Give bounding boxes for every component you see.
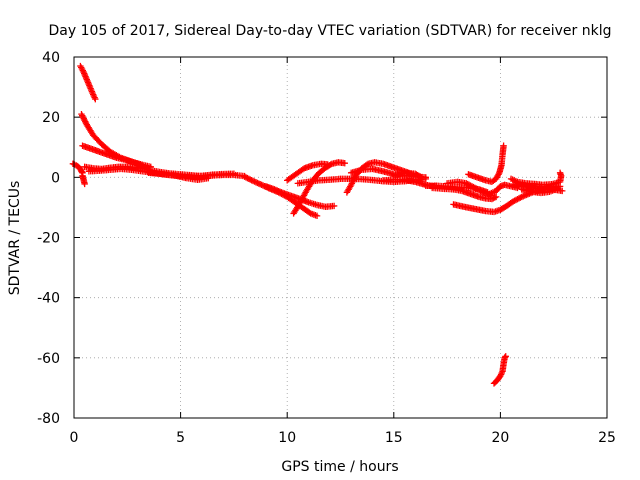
data-points (69, 62, 566, 387)
data-point (252, 179, 260, 186)
data-point (327, 161, 334, 168)
y-tick-label: -40 (37, 291, 60, 307)
data-point (330, 202, 338, 210)
data-point (417, 173, 424, 180)
data-point (559, 187, 566, 195)
data-point (258, 181, 265, 189)
y-tick-label: -60 (37, 351, 60, 367)
y-tick-label: -80 (37, 411, 60, 427)
series-arc22 (465, 142, 507, 186)
x-tick-labels: 0 5 10 15 20 25 (70, 430, 616, 446)
series-arc11 (284, 160, 331, 184)
data-point (242, 174, 250, 181)
data-point (259, 182, 267, 189)
series-arc21 (450, 183, 564, 216)
data-point (254, 179, 261, 187)
x-tick-label: 15 (385, 430, 403, 446)
y-tick-labels: -80 -60 -40 -20 0 20 40 (37, 50, 60, 427)
data-point (251, 178, 258, 185)
plot-border (73, 56, 608, 419)
series-arc1 (77, 62, 99, 103)
chart-title: Day 105 of 2017, Sidereal Day-to-day VTE… (49, 23, 612, 39)
x-tick-label: 10 (278, 430, 296, 446)
y-tick-label: 0 (51, 170, 60, 186)
y-tick-label: -20 (37, 231, 60, 247)
data-point (241, 173, 248, 180)
axis-ticks (73, 56, 608, 419)
data-point (418, 174, 425, 181)
data-point (249, 177, 257, 185)
data-point (92, 95, 99, 103)
data-point (248, 177, 255, 184)
data-point (502, 353, 509, 360)
data-point (341, 159, 348, 167)
series-arc24 (490, 353, 509, 387)
series-arc17 (390, 169, 425, 181)
y-tick-label: 20 (42, 110, 60, 126)
data-point (556, 169, 564, 177)
series-arc27 (518, 186, 560, 197)
x-axis-label: GPS time / hours (281, 459, 398, 475)
y-tick-label: 40 (42, 50, 60, 66)
x-tick-label: 5 (176, 430, 185, 446)
series-arc19 (428, 184, 500, 203)
series-arc3 (79, 142, 154, 171)
data-point (81, 180, 88, 188)
series-arc4 (69, 160, 86, 177)
data-point (247, 176, 254, 183)
x-tick-label: 25 (598, 430, 616, 446)
data-point (478, 188, 486, 195)
data-point (255, 180, 262, 187)
data-point (256, 181, 264, 188)
data-point (313, 212, 321, 220)
data-point (517, 194, 524, 201)
data-point (230, 170, 238, 177)
data-point (490, 195, 497, 202)
data-point (245, 175, 253, 183)
x-tick-label: 0 (70, 430, 79, 446)
series-arc25 (507, 169, 565, 189)
data-point (500, 142, 507, 149)
series-arc5 (79, 172, 88, 188)
x-tick-label: 20 (491, 430, 509, 446)
data-point (244, 174, 251, 182)
grid-lines (74, 57, 607, 418)
data-point (552, 186, 560, 193)
y-axis-label: SDTVAR / TECUs (7, 181, 23, 296)
series-arc8 (145, 169, 238, 180)
data-point (492, 193, 500, 201)
data-point (205, 175, 212, 182)
